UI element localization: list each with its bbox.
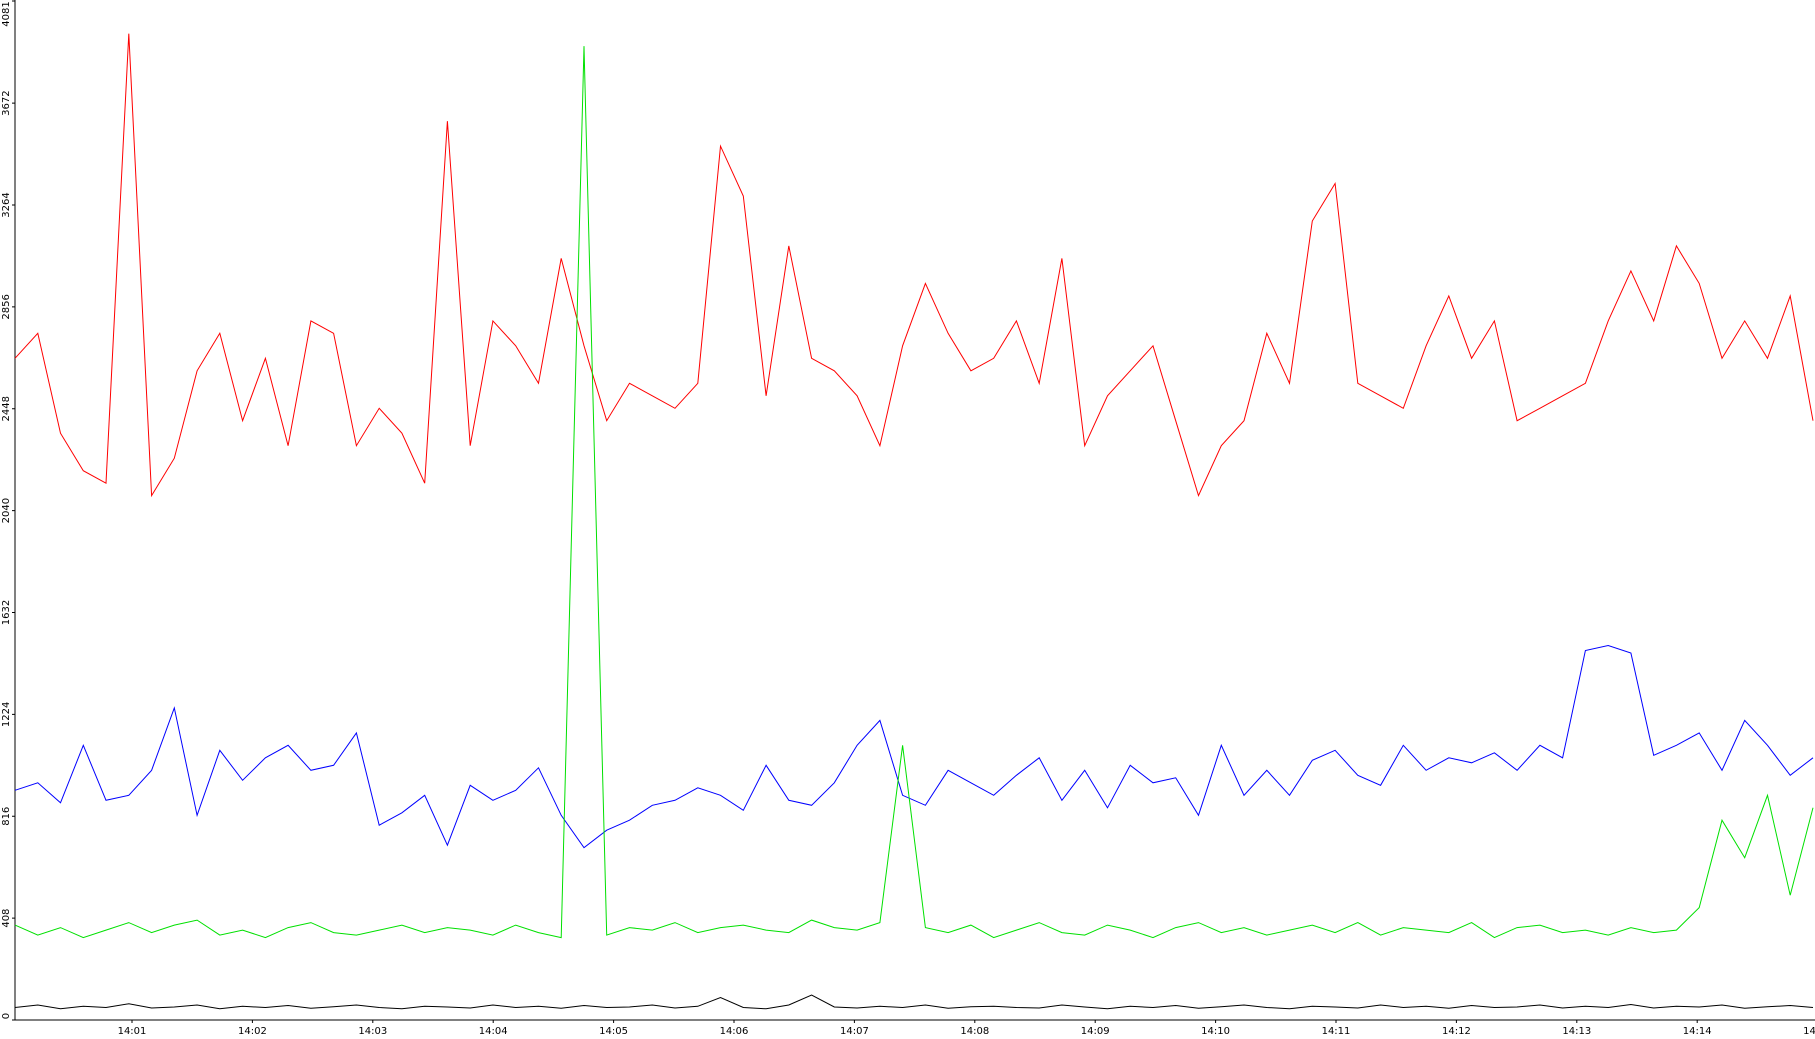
y-tick-label: 3672 xyxy=(1,90,12,115)
y-tick-label: 2856 xyxy=(1,294,12,319)
x-tick-label: 14:05 xyxy=(599,1026,628,1037)
x-tick-label: 14:02 xyxy=(238,1026,267,1037)
x-tick-label: 14:06 xyxy=(720,1026,749,1037)
y-tick-label: 1632 xyxy=(1,600,12,625)
x-tick-label: 14:15 xyxy=(1803,1026,1815,1037)
y-tick-label: 3264 xyxy=(1,192,12,217)
series-line xyxy=(14,994,1814,1010)
x-tick-label: 14:11 xyxy=(1322,1026,1351,1037)
x-tick-label: 14:13 xyxy=(1562,1026,1591,1037)
y-tick-label: 816 xyxy=(1,807,12,826)
series-line xyxy=(14,33,1814,498)
y-tick-label: 1224 xyxy=(1,702,12,727)
x-tick-label: 14:03 xyxy=(358,1026,387,1037)
x-tick-label: 14:08 xyxy=(960,1026,989,1037)
x-tick-label: 14:07 xyxy=(840,1026,869,1037)
y-tick-label: 4081 xyxy=(1,1,12,26)
x-tick-label: 14:14 xyxy=(1683,1026,1712,1037)
x-tick-label: 14:10 xyxy=(1201,1026,1230,1037)
y-tick-label: 2040 xyxy=(1,498,12,523)
y-tick-label: 2448 xyxy=(1,396,12,421)
x-tick-label: 14:12 xyxy=(1442,1026,1471,1037)
y-tick-label: 408 xyxy=(1,909,12,928)
x-tick-label: 14:01 xyxy=(118,1026,147,1037)
series-line xyxy=(14,644,1814,849)
series-line xyxy=(14,46,1814,939)
x-tick-label: 14:09 xyxy=(1081,1026,1110,1037)
x-tick-label: 14:04 xyxy=(479,1026,508,1037)
y-tick-label: 0 xyxy=(1,1013,12,1019)
